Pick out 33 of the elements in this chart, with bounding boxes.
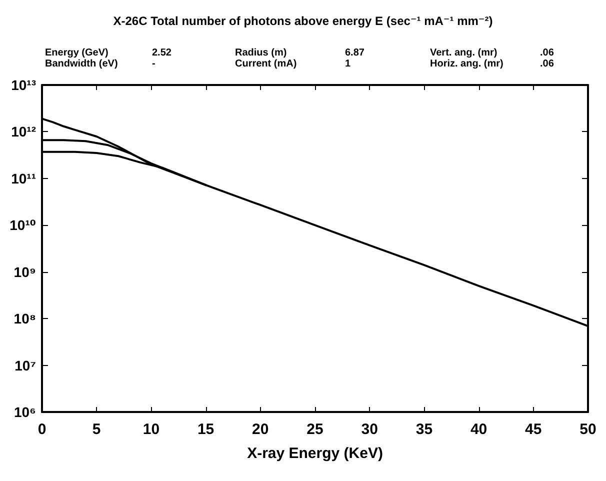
text: 2.52 (152, 48, 172, 58)
text: - (152, 58, 156, 70)
y-tick-label: 10¹² (11, 124, 36, 140)
text: Current (mA) (235, 58, 297, 70)
x-tick-label: 10 (142, 421, 160, 438)
x-tick-label: 30 (361, 421, 378, 438)
text: 6.87 (345, 48, 365, 58)
text: .06 (540, 58, 554, 70)
text: 1 (345, 58, 351, 70)
y-tick-label: 10⁸ (14, 310, 36, 327)
y-tick-label: 10⁶ (14, 404, 36, 420)
text: Horiz. ang. (mr) (430, 58, 504, 70)
x-axis-title: X-ray Energy (KeV) (247, 445, 383, 462)
y-tick-label: 10¹¹ (11, 170, 36, 186)
y-tick-label: 10⁹ (14, 264, 36, 280)
text: .06 (540, 48, 554, 58)
x-tick-label: 5 (92, 421, 101, 438)
x-tick-label: 0 (38, 421, 46, 438)
x-tick-label: 50 (580, 421, 596, 438)
y-tick-label: 10⁷ (14, 357, 36, 374)
x-tick-label: 35 (416, 421, 433, 438)
text: Energy (GeV) (45, 48, 108, 58)
x-tick-label: 45 (525, 421, 542, 438)
x-tick-label: 15 (197, 421, 214, 438)
chart-title: X-26C Total number of photons above energy E (sec⁻¹ mA⁻¹ mm⁻²) (113, 14, 493, 28)
text: Vert. ang. (mr) (430, 48, 498, 58)
x-tick-label: 20 (252, 421, 269, 438)
text: Radius (m) (235, 48, 287, 58)
y-tick-label: 10¹⁰ (10, 217, 36, 234)
x-tick-label: 40 (470, 421, 488, 438)
y-tick-label: 10¹³ (11, 77, 36, 93)
x-tick-label: 25 (306, 421, 324, 438)
text: Bandwidth (eV) (45, 58, 118, 70)
